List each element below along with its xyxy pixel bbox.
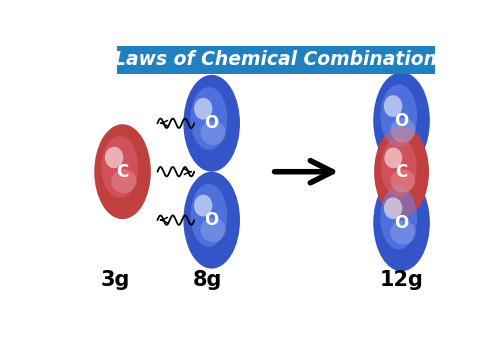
Ellipse shape	[380, 84, 417, 147]
Ellipse shape	[184, 75, 240, 172]
Ellipse shape	[390, 220, 415, 244]
Text: O: O	[394, 112, 408, 130]
Text: 12g: 12g	[380, 270, 424, 290]
Text: C: C	[116, 163, 128, 181]
Text: 8g: 8g	[193, 270, 222, 290]
Ellipse shape	[374, 126, 429, 218]
Ellipse shape	[194, 195, 212, 217]
Ellipse shape	[111, 169, 136, 193]
Ellipse shape	[384, 148, 402, 168]
Ellipse shape	[374, 72, 430, 169]
Ellipse shape	[194, 98, 212, 120]
Text: O: O	[204, 114, 219, 132]
Ellipse shape	[374, 174, 430, 271]
Ellipse shape	[384, 95, 402, 117]
Ellipse shape	[190, 87, 227, 150]
Ellipse shape	[390, 118, 415, 142]
Ellipse shape	[102, 136, 138, 198]
Ellipse shape	[184, 172, 240, 269]
Ellipse shape	[380, 186, 417, 249]
Ellipse shape	[384, 197, 402, 219]
Text: O: O	[394, 214, 408, 232]
Ellipse shape	[390, 169, 415, 192]
FancyBboxPatch shape	[117, 46, 434, 73]
Ellipse shape	[200, 121, 226, 145]
Ellipse shape	[94, 124, 151, 219]
Text: 3g: 3g	[100, 270, 130, 290]
Text: C: C	[396, 163, 407, 181]
Ellipse shape	[381, 137, 416, 197]
Text: O: O	[204, 211, 219, 229]
Text: Laws of Chemical Combination: Laws of Chemical Combination	[114, 50, 437, 69]
Ellipse shape	[190, 184, 227, 247]
Ellipse shape	[105, 147, 124, 168]
Ellipse shape	[200, 218, 226, 242]
